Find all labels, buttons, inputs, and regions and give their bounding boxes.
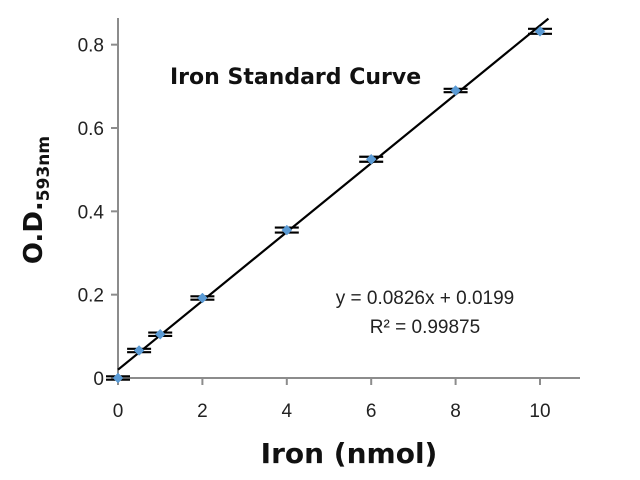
data-point [450,85,461,96]
data-point [281,224,293,236]
y-axis-title-main: O.D. [19,201,49,264]
tick-labels-layer: 0 0.2 0.4 0.6 0.8 0 2 4 6 8 10 [78,36,551,422]
y-tick-label: 0.4 [78,202,105,223]
y-tick-label: 0.8 [78,36,104,57]
x-axis-title: Iron (nmol) [261,437,438,470]
chart-title: Iron Standard Curve [170,65,421,90]
x-tick-label: 10 [529,401,550,422]
data-points-layer [112,25,546,384]
x-tick-label: 2 [197,401,208,422]
trendline-r-squared: R² = 0.99875 [370,317,480,338]
data-point [534,25,546,37]
data-point [154,328,166,340]
trendline-layer [117,17,550,371]
data-point [133,345,145,356]
data-point [112,372,124,384]
trendline-equation: y = 0.0826x + 0.0199 [336,288,515,309]
data-point [365,153,377,165]
trendline [117,17,550,371]
x-tick-label: 6 [366,401,377,422]
y-axis-title: O.D.593nm [19,136,54,264]
y-tick-label: 0.6 [78,119,104,140]
y-tick-label: 0 [93,369,104,390]
x-tick-label: 0 [113,401,124,422]
y-axis-title-group: O.D.593nm [19,136,54,264]
x-tick-label: 8 [450,401,461,422]
y-tick-label: 0.2 [78,286,104,307]
y-axis-title-subscript: 593nm [34,136,54,201]
x-tick-label: 4 [282,401,293,422]
axes [111,18,580,385]
data-point [197,292,208,304]
